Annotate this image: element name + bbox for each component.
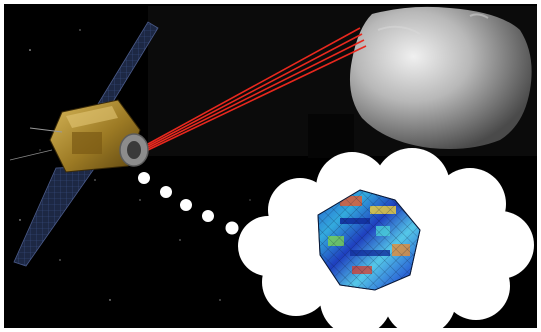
dark-square <box>308 114 354 158</box>
thought-dot-2 <box>160 186 172 198</box>
laser-beams <box>147 27 367 151</box>
shape-model-mesh <box>317 189 421 291</box>
thought-dot-5 <box>225 221 239 235</box>
asteroid <box>349 6 532 149</box>
thought-dot-3 <box>180 199 192 211</box>
thought-dot-4 <box>202 210 214 222</box>
thought-bubble-dots <box>138 172 239 235</box>
thought-dot-1 <box>138 172 150 184</box>
spacecraft <box>9 21 159 267</box>
